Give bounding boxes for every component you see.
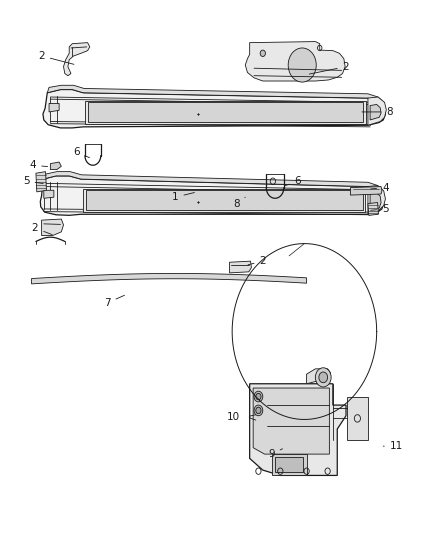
Text: 9: 9	[268, 449, 283, 459]
Polygon shape	[245, 42, 345, 81]
Text: 5: 5	[371, 204, 389, 214]
Polygon shape	[272, 454, 307, 475]
Polygon shape	[88, 102, 363, 122]
Text: 7: 7	[104, 295, 124, 308]
Polygon shape	[40, 176, 384, 215]
Polygon shape	[42, 219, 64, 236]
Text: 6: 6	[73, 147, 89, 158]
Text: 8: 8	[362, 107, 393, 117]
Polygon shape	[347, 397, 368, 440]
Polygon shape	[50, 162, 61, 169]
Text: 2: 2	[32, 223, 52, 235]
Polygon shape	[368, 203, 378, 215]
Circle shape	[254, 405, 263, 416]
Polygon shape	[83, 189, 365, 212]
Text: 5: 5	[23, 176, 43, 186]
Text: 4: 4	[371, 183, 389, 192]
Text: 4: 4	[29, 160, 48, 170]
Polygon shape	[370, 104, 381, 120]
Circle shape	[254, 391, 263, 402]
Polygon shape	[44, 190, 54, 198]
Polygon shape	[43, 172, 383, 195]
Polygon shape	[64, 43, 90, 76]
Text: 6: 6	[285, 176, 301, 186]
Text: 10: 10	[227, 412, 240, 422]
Text: 2: 2	[38, 51, 74, 64]
Polygon shape	[230, 261, 251, 273]
Polygon shape	[275, 457, 303, 472]
Polygon shape	[36, 172, 46, 192]
Polygon shape	[368, 97, 386, 125]
Polygon shape	[43, 90, 385, 128]
Text: 2: 2	[248, 256, 266, 266]
Circle shape	[256, 393, 261, 400]
Polygon shape	[86, 190, 363, 210]
Polygon shape	[85, 101, 366, 124]
Circle shape	[256, 407, 261, 414]
Circle shape	[319, 372, 328, 383]
Polygon shape	[32, 273, 307, 284]
Circle shape	[260, 50, 265, 56]
Polygon shape	[47, 85, 384, 107]
Circle shape	[288, 48, 316, 82]
Polygon shape	[49, 103, 59, 112]
Circle shape	[315, 368, 331, 387]
Polygon shape	[253, 388, 329, 454]
Text: 2: 2	[309, 62, 350, 74]
Text: 8: 8	[233, 197, 245, 208]
Text: 1: 1	[172, 192, 194, 202]
Text: 11: 11	[383, 441, 403, 451]
Polygon shape	[350, 187, 382, 195]
Polygon shape	[307, 369, 331, 384]
Polygon shape	[370, 193, 381, 211]
Polygon shape	[250, 384, 346, 475]
Polygon shape	[368, 185, 385, 214]
